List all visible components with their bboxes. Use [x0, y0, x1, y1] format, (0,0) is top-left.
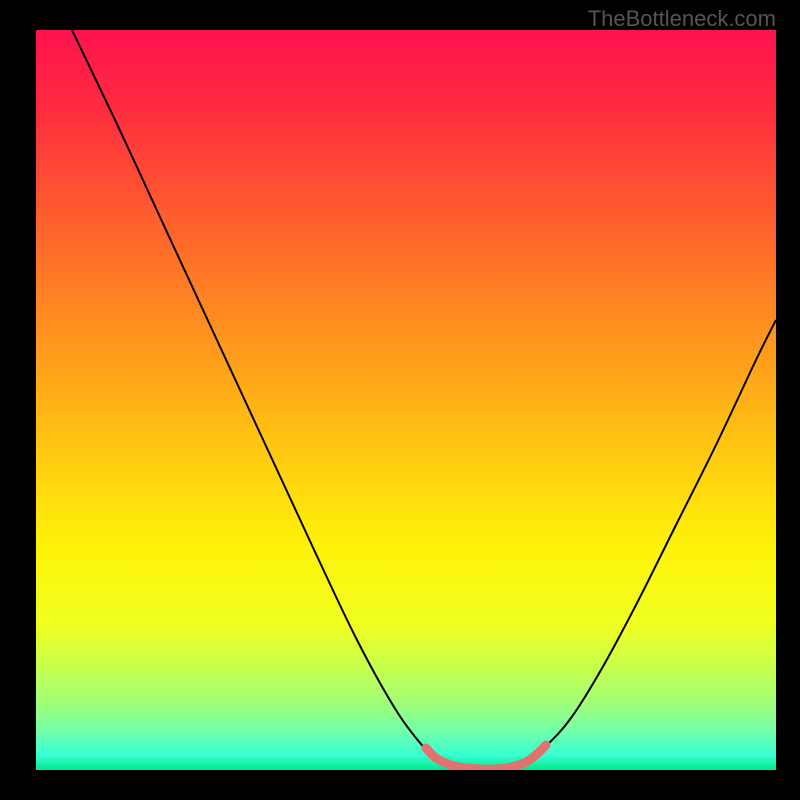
- gradient-background: [36, 30, 776, 770]
- watermark-text: TheBottleneck.com: [588, 6, 776, 32]
- chart-svg: [36, 30, 776, 770]
- bottleneck-chart: [36, 30, 776, 770]
